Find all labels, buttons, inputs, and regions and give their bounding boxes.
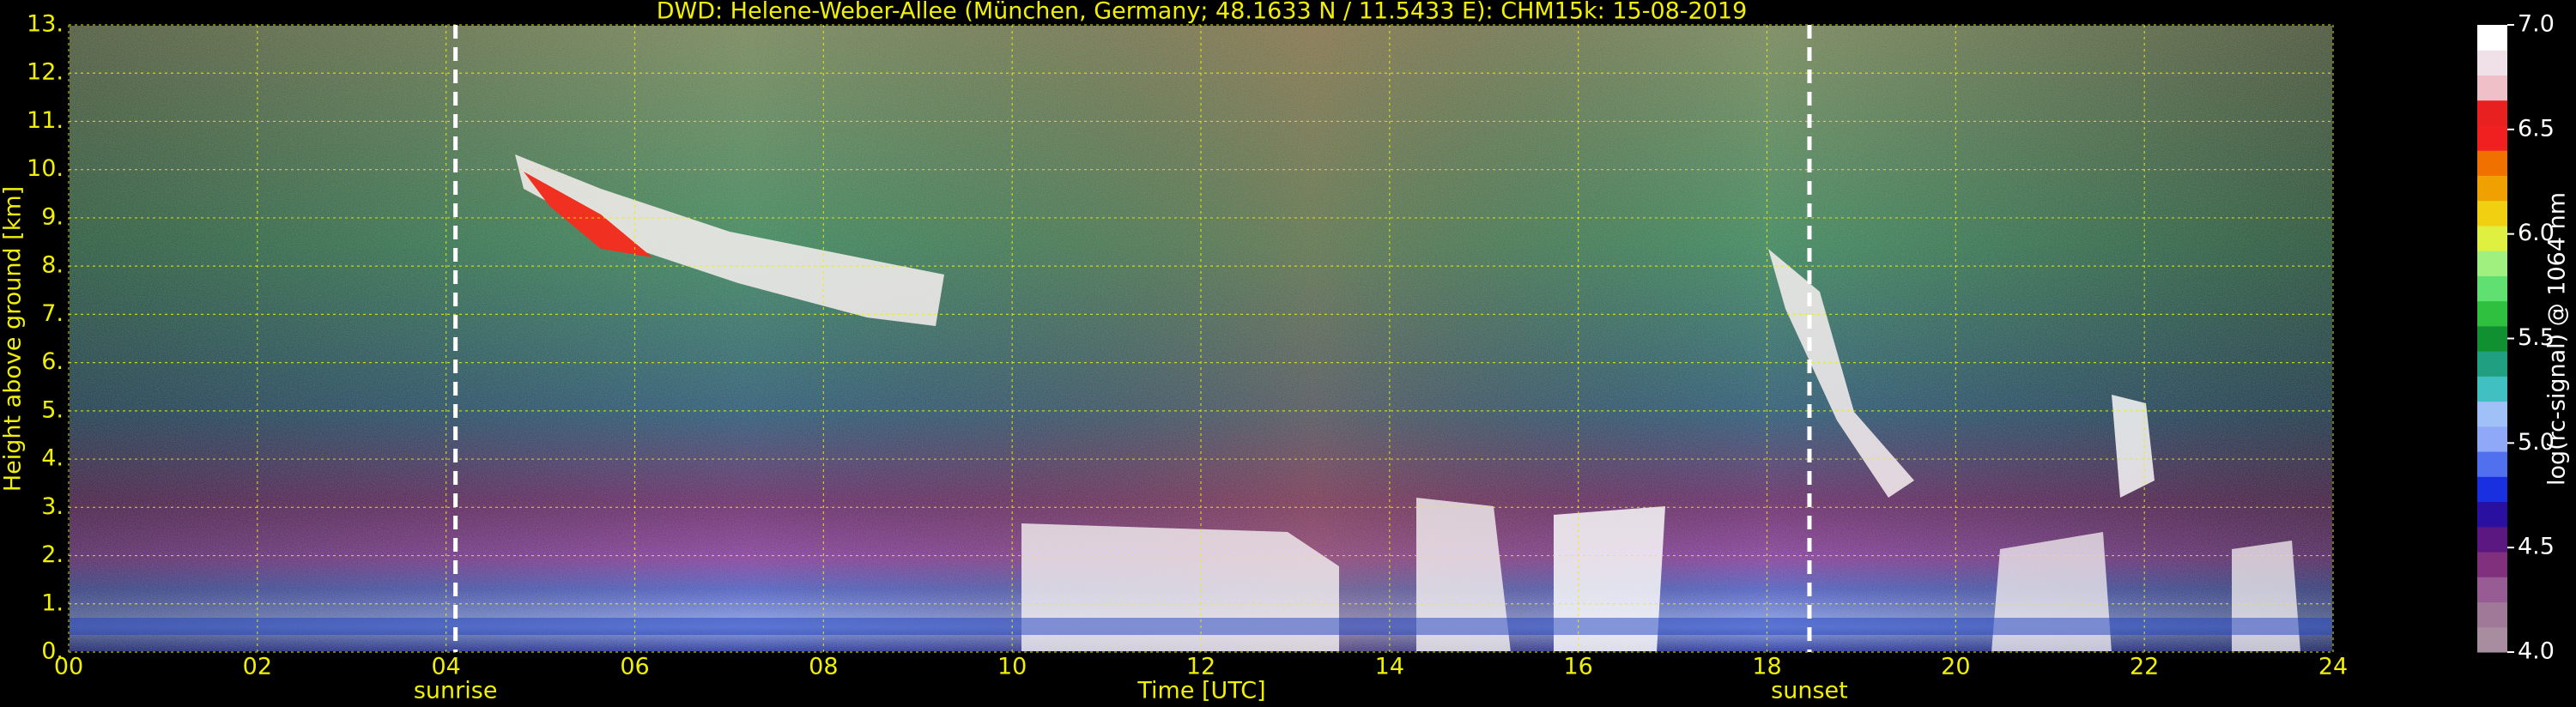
y-tick-label: 4. xyxy=(41,445,64,472)
y-tick-label: 5. xyxy=(41,396,64,423)
x-tick-label: 16 xyxy=(1563,654,1592,680)
colorbar-segment xyxy=(2477,476,2507,503)
x-tick-label: 02 xyxy=(243,654,272,680)
x-tick-label: 24 xyxy=(2318,654,2348,680)
y-tick-label: 11. xyxy=(27,107,64,134)
colorbar-segment xyxy=(2477,426,2507,452)
colorbar-segment xyxy=(2477,175,2507,202)
colorbar-segment xyxy=(2477,300,2507,327)
colorbar-label: log(rc-signal) @ 1064 nm xyxy=(2544,192,2571,486)
y-tick-label: 1. xyxy=(41,589,64,616)
colorbar-segment xyxy=(2477,75,2507,101)
colorbar-segment xyxy=(2477,626,2507,653)
colorbar-segment xyxy=(2477,200,2507,227)
annotation-label: sunset xyxy=(1771,678,1848,704)
y-tick-label: 8. xyxy=(41,252,64,279)
y-tick-label: 12. xyxy=(27,59,64,86)
x-axis-label: Time [UTC] xyxy=(1136,678,1265,704)
colorbar-segment xyxy=(2477,50,2507,76)
chart-title: DWD: Helene-Weber-Allee (München, German… xyxy=(657,0,1748,25)
colorbar-segment xyxy=(2477,577,2507,603)
colorbar-segment xyxy=(2477,401,2507,427)
colorbar-segment xyxy=(2477,100,2507,126)
colorbar-segment xyxy=(2477,376,2507,402)
y-tick-label: 0. xyxy=(41,638,64,665)
colorbar-segment xyxy=(2477,601,2507,628)
colorbar-segment xyxy=(2477,251,2507,276)
y-tick-label: 10. xyxy=(27,155,64,182)
colorbar-tick-label: 5.5 xyxy=(2518,324,2555,351)
colorbar-tick-label: 4.0 xyxy=(2518,638,2555,665)
colorbar-segment xyxy=(2477,501,2507,528)
colorbar-tick-label: 4.5 xyxy=(2518,534,2555,560)
y-tick-label: 2. xyxy=(41,541,64,568)
y-tick-label: 3. xyxy=(41,493,64,520)
colorbar-tick-label: 6.0 xyxy=(2518,220,2555,246)
x-tick-label: 20 xyxy=(1941,654,1970,680)
y-tick-label: 6. xyxy=(41,348,64,375)
y-tick-label: 7. xyxy=(41,300,64,327)
x-tick-label: 18 xyxy=(1752,654,1781,680)
y-tick-label: 9. xyxy=(41,203,64,230)
y-tick-label: 13. xyxy=(27,11,64,38)
annotation-label: sunrise xyxy=(414,678,498,704)
x-tick-label: 10 xyxy=(997,654,1027,680)
colorbar-segment xyxy=(2477,275,2507,302)
x-tick-label: 06 xyxy=(620,654,649,680)
colorbar-tick-label: 6.5 xyxy=(2518,115,2555,142)
x-tick-label: 14 xyxy=(1375,654,1404,680)
colorbar-tick-label: 5.0 xyxy=(2518,429,2555,456)
x-tick-label: 12 xyxy=(1186,654,1215,680)
colorbar-segment xyxy=(2477,451,2507,477)
colorbar-segment xyxy=(2477,526,2507,553)
colorbar-tick-label: 7.0 xyxy=(2518,11,2555,38)
colorbar-segment xyxy=(2477,124,2507,151)
colorbar-segment xyxy=(2477,225,2507,251)
x-tick-label: 04 xyxy=(431,654,460,680)
colorbar-segment xyxy=(2477,25,2507,51)
colorbar-segment xyxy=(2477,325,2507,352)
colorbar-segment xyxy=(2477,351,2507,377)
colorbar-segment xyxy=(2477,552,2507,577)
colorbar-segment xyxy=(2477,150,2507,176)
x-tick-label: 08 xyxy=(809,654,838,680)
x-tick-label: 22 xyxy=(2130,654,2159,680)
y-axis-label: Height above ground [km] xyxy=(0,186,27,492)
x-tick-label: 00 xyxy=(54,654,83,680)
